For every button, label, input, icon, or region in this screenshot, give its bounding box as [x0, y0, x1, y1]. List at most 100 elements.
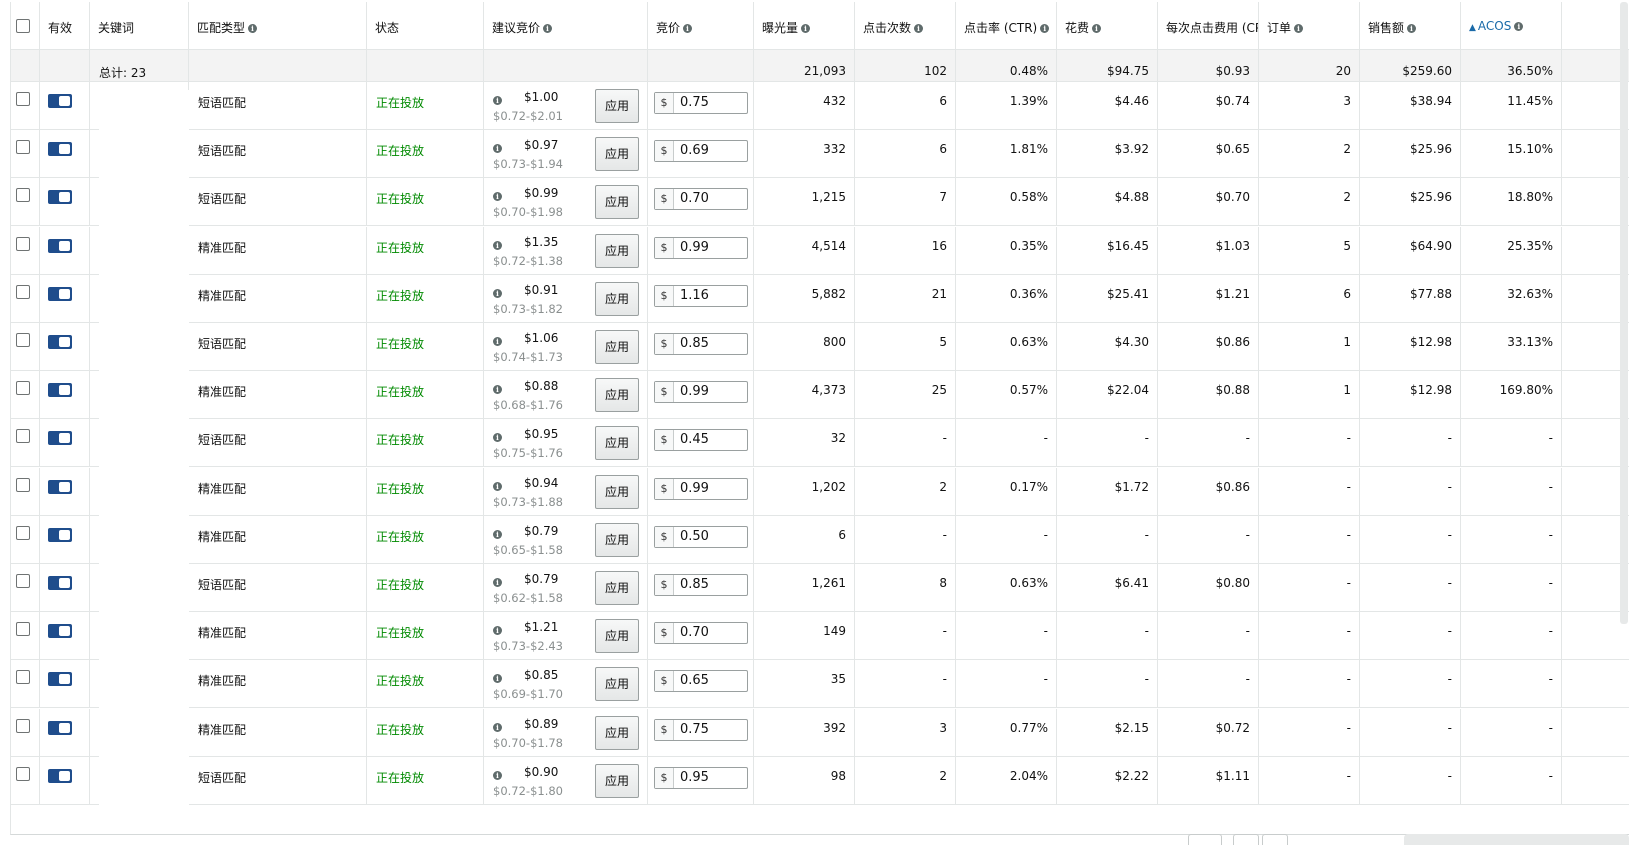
bid-value[interactable]: 0.75 — [680, 95, 709, 110]
info-icon[interactable]: i — [1294, 24, 1304, 33]
info-icon[interactable]: i — [493, 337, 502, 346]
enabled-toggle[interactable] — [48, 768, 72, 783]
header-spend[interactable]: 花费 i — [1057, 2, 1158, 49]
sort-ascending-icon[interactable]: ▲ — [1469, 23, 1476, 33]
row-checkbox[interactable] — [16, 333, 30, 347]
bid-input[interactable]: $ 0.65 — [654, 670, 748, 693]
bid-value[interactable]: 0.99 — [680, 384, 709, 400]
pagination-next-button[interactable] — [1262, 834, 1288, 845]
info-icon[interactable]: i — [493, 722, 502, 732]
info-icon[interactable]: i — [1092, 24, 1102, 33]
bid-input[interactable]: $ 0.99 — [654, 381, 748, 404]
bid-input[interactable]: $ 0.75 — [654, 718, 748, 741]
bid-value[interactable]: 0.75 — [680, 721, 709, 737]
header-cpc[interactable]: 每次点击费用 (CPC) — [1158, 2, 1259, 49]
apply-button[interactable]: 应用 — [595, 571, 639, 605]
enabled-toggle[interactable] — [48, 431, 72, 446]
enabled-toggle[interactable] — [48, 190, 72, 205]
horizontal-scrollbar[interactable] — [1404, 834, 1629, 845]
bid-input[interactable]: $ 0.45 — [654, 429, 748, 452]
bid-value[interactable]: 0.69 — [680, 143, 709, 159]
bid-value[interactable]: 1.16 — [680, 287, 709, 303]
row-checkbox[interactable] — [16, 525, 30, 540]
header-bid[interactable]: 竞价 i — [648, 2, 754, 49]
enabled-toggle[interactable] — [48, 286, 72, 301]
bid-input[interactable]: $ 0.95 — [654, 766, 748, 789]
row-checkbox[interactable] — [16, 429, 30, 444]
row-checkbox[interactable] — [16, 574, 30, 588]
info-icon[interactable]: i — [1514, 22, 1524, 31]
info-icon[interactable]: i — [801, 24, 811, 33]
bid-input[interactable]: $ 0.70 — [654, 188, 748, 211]
row-checkbox[interactable] — [16, 188, 30, 203]
enabled-toggle[interactable] — [48, 479, 72, 494]
bid-input[interactable]: $ 0.50 — [654, 525, 748, 548]
bid-value[interactable]: 0.70 — [680, 191, 709, 207]
bid-input[interactable]: $ 0.99 — [654, 236, 748, 259]
apply-button[interactable]: 应用 — [595, 330, 639, 364]
info-icon[interactable]: i — [493, 385, 502, 395]
row-checkbox[interactable] — [16, 236, 30, 251]
bid-value[interactable]: 0.99 — [680, 480, 709, 496]
header-sales[interactable]: 销售额 i — [1360, 2, 1461, 49]
row-checkbox[interactable] — [16, 92, 30, 106]
info-icon[interactable]: i — [493, 288, 502, 298]
row-checkbox[interactable] — [16, 477, 30, 492]
header-keyword[interactable]: 关键词 — [90, 2, 189, 49]
info-icon[interactable]: i — [493, 626, 502, 636]
info-icon[interactable]: i — [493, 578, 502, 587]
enabled-toggle[interactable] — [48, 720, 72, 735]
bid-value[interactable]: 0.50 — [680, 528, 709, 544]
info-icon[interactable]: i — [493, 96, 502, 105]
header-ctr[interactable]: 点击率 (CTR) i — [956, 2, 1057, 49]
info-icon[interactable]: i — [493, 433, 502, 443]
row-checkbox[interactable] — [16, 140, 30, 155]
apply-button[interactable]: 应用 — [595, 233, 639, 268]
apply-button[interactable]: 应用 — [595, 763, 639, 798]
enabled-toggle[interactable] — [48, 624, 72, 639]
bid-value[interactable]: 0.45 — [680, 432, 709, 448]
info-icon[interactable]: i — [1040, 24, 1050, 33]
bid-value[interactable]: 0.65 — [680, 673, 709, 689]
bid-input[interactable]: $ 0.85 — [654, 333, 748, 355]
bid-input[interactable]: $ 0.69 — [654, 140, 748, 163]
apply-button[interactable]: 应用 — [595, 426, 639, 461]
info-icon[interactable]: i — [493, 770, 502, 780]
bid-input[interactable]: $ 0.75 — [654, 92, 748, 114]
enabled-toggle[interactable] — [48, 672, 72, 687]
info-icon[interactable]: i — [493, 240, 502, 250]
apply-button[interactable]: 应用 — [595, 89, 639, 123]
header-orders[interactable]: 订单 i — [1259, 2, 1360, 49]
apply-button[interactable]: 应用 — [595, 667, 639, 702]
header-enabled[interactable]: 有效 — [40, 2, 90, 49]
row-checkbox[interactable] — [16, 670, 30, 685]
enabled-toggle[interactable] — [48, 238, 72, 253]
vertical-scrollbar[interactable] — [1620, 2, 1628, 624]
apply-button[interactable]: 应用 — [595, 474, 639, 509]
bid-input[interactable]: $ 0.70 — [654, 622, 748, 645]
bid-input[interactable]: $ 1.16 — [654, 284, 748, 307]
header-acos[interactable]: ▲ ACOS i — [1461, 2, 1562, 49]
header-status[interactable]: 状态 — [367, 2, 484, 49]
enabled-toggle[interactable] — [48, 94, 72, 108]
header-clicks[interactable]: 点击次数 i — [855, 2, 956, 49]
apply-button[interactable]: 应用 — [595, 522, 639, 557]
info-icon[interactable]: i — [1407, 24, 1417, 33]
enabled-toggle[interactable] — [48, 576, 72, 590]
info-icon[interactable]: i — [248, 24, 258, 33]
enabled-toggle[interactable] — [48, 383, 72, 398]
row-checkbox[interactable] — [16, 622, 30, 637]
apply-button[interactable]: 应用 — [595, 619, 639, 654]
enabled-toggle[interactable] — [48, 142, 72, 157]
row-checkbox[interactable] — [16, 381, 30, 396]
row-checkbox[interactable] — [16, 284, 30, 299]
apply-button[interactable]: 应用 — [595, 378, 639, 413]
info-icon[interactable]: i — [683, 24, 693, 33]
apply-button[interactable]: 应用 — [595, 137, 639, 172]
bid-value[interactable]: 0.85 — [680, 336, 709, 351]
info-icon[interactable]: i — [493, 192, 502, 202]
enabled-toggle[interactable] — [48, 335, 72, 349]
header-match-type[interactable]: 匹配类型 i — [189, 2, 367, 49]
pagination-prev-button[interactable] — [1233, 834, 1259, 845]
bid-value[interactable]: 0.85 — [680, 577, 709, 592]
